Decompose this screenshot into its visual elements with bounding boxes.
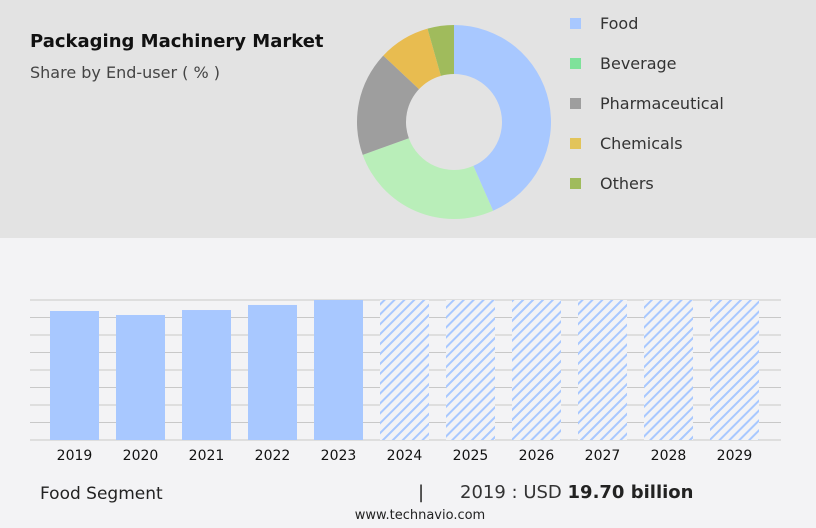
bar-2025 <box>446 300 495 440</box>
legend-swatch <box>570 98 581 109</box>
bar-2028 <box>644 300 693 440</box>
chart-title: Packaging Machinery Market <box>30 31 324 52</box>
value-text: 19.70 billion <box>567 482 694 503</box>
legend-item-food: Food <box>570 14 638 33</box>
x-tick-label: 2023 <box>321 448 357 464</box>
x-tick-label: 2022 <box>255 448 291 464</box>
legend-swatch <box>570 58 581 69</box>
x-tick-label: 2025 <box>453 448 489 464</box>
legend-label: Chemicals <box>600 134 683 153</box>
site-link[interactable]: www.technavio.com <box>354 508 486 523</box>
x-tick-label: 2027 <box>585 448 621 464</box>
legend-item-others: Others <box>570 174 654 193</box>
legend-label: Beverage <box>600 54 677 73</box>
legend-label: Others <box>600 174 654 193</box>
donut-slice-beverage <box>362 138 494 220</box>
legend-item-chemicals: Chemicals <box>570 134 683 153</box>
legend-swatch <box>570 18 581 29</box>
year-label: 2019 : USD <box>460 482 562 503</box>
x-tick-label: 2021 <box>189 448 225 464</box>
x-tick-label: 2019 <box>57 448 93 464</box>
bar-2024 <box>380 300 429 440</box>
legend-label: Food <box>600 14 639 33</box>
bar-2023 <box>314 300 363 440</box>
donut-slice-pharmaceutical <box>356 55 420 155</box>
x-tick-label: 2020 <box>123 448 159 464</box>
bar-2029 <box>710 300 759 440</box>
donut-chart <box>356 25 551 220</box>
legend-item-pharmaceutical: Pharmaceutical <box>570 94 724 113</box>
separator: | <box>418 482 425 503</box>
segment-label: Food Segment <box>40 484 163 504</box>
x-tick-label: 2028 <box>651 448 687 464</box>
x-tick-label: 2029 <box>717 448 753 464</box>
legend-swatch <box>570 178 581 189</box>
bar-2021 <box>182 310 231 440</box>
bar-2022 <box>248 304 297 440</box>
bar-2027 <box>578 300 627 440</box>
donut-slice-chemicals <box>383 28 441 90</box>
x-tick-label: 2024 <box>387 448 423 464</box>
x-tick-label: 2026 <box>519 448 555 464</box>
bar-2020 <box>116 314 165 440</box>
legend-swatch <box>570 138 581 149</box>
segment-value: 2019 : USD 19.70 billion <box>460 482 693 503</box>
bar-chart: 2019 2020 2021 2022 2023 2024 2025 2026 2027 2028… <box>30 299 781 464</box>
bar-2026 <box>512 300 561 440</box>
legend-label: Pharmaceutical <box>600 94 724 113</box>
donut-slice-food <box>454 25 551 211</box>
donut-slice-others <box>427 25 454 76</box>
bar-2019 <box>50 311 99 440</box>
legend-item-beverage: Beverage <box>570 54 677 73</box>
chart-subtitle: Share by End-user ( % ) <box>30 63 220 82</box>
